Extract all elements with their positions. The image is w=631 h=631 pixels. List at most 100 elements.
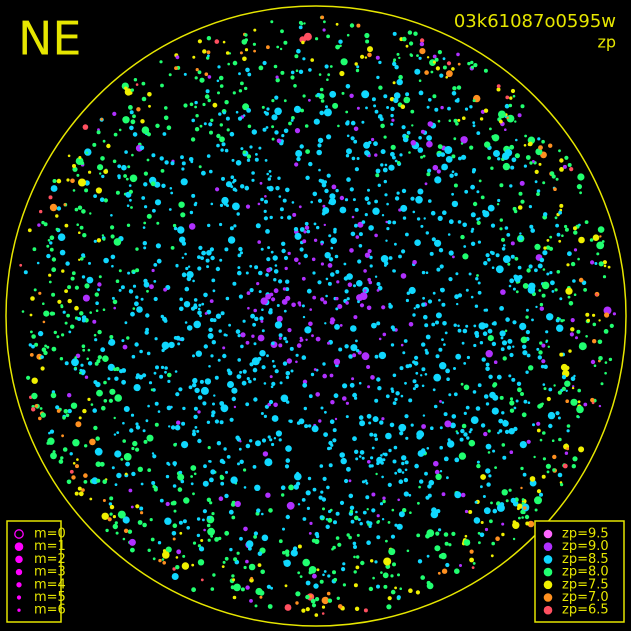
- star: [289, 419, 293, 424]
- star: [285, 375, 290, 380]
- star: [159, 60, 163, 64]
- star: [598, 404, 602, 408]
- star: [492, 508, 498, 514]
- star: [266, 584, 271, 589]
- star: [327, 517, 333, 523]
- star: [332, 570, 336, 575]
- star: [396, 191, 400, 195]
- star: [303, 253, 308, 259]
- star: [448, 543, 452, 547]
- star: [365, 106, 368, 110]
- star: [483, 394, 489, 399]
- star: [64, 321, 68, 325]
- star: [392, 81, 396, 85]
- star: [147, 404, 150, 408]
- star: [504, 149, 513, 157]
- star: [142, 226, 146, 229]
- star: [95, 187, 102, 194]
- star: [478, 322, 486, 330]
- star: [489, 519, 493, 524]
- star: [564, 155, 569, 160]
- star: [243, 526, 248, 532]
- star: [185, 266, 189, 271]
- star: [284, 549, 290, 554]
- star: [380, 123, 385, 129]
- star: [135, 83, 139, 86]
- star: [77, 205, 83, 210]
- star: [296, 343, 302, 348]
- star: [500, 289, 506, 295]
- star: [487, 257, 491, 262]
- star: [157, 541, 162, 545]
- star: [139, 349, 143, 354]
- star: [570, 318, 575, 323]
- star: [324, 410, 327, 414]
- star: [297, 503, 301, 506]
- star: [338, 347, 343, 352]
- star: [315, 37, 319, 41]
- star: [376, 514, 380, 518]
- star: [375, 168, 381, 174]
- star: [604, 371, 607, 375]
- zp-swatch: [543, 555, 553, 564]
- star: [237, 266, 241, 270]
- star: [302, 315, 306, 319]
- star: [397, 498, 401, 502]
- star: [206, 250, 212, 256]
- star: [478, 541, 481, 545]
- star: [502, 255, 511, 264]
- star: [99, 197, 105, 202]
- star: [240, 81, 244, 86]
- star: [324, 322, 327, 325]
- star: [536, 347, 540, 351]
- star: [405, 92, 410, 97]
- star: [191, 587, 197, 593]
- star: [227, 381, 234, 388]
- star: [379, 117, 384, 122]
- star: [368, 421, 372, 425]
- star: [521, 516, 524, 519]
- star: [109, 504, 115, 510]
- star: [321, 497, 327, 502]
- star: [409, 53, 413, 57]
- star: [424, 70, 429, 75]
- star: [378, 337, 382, 341]
- star: [208, 122, 213, 127]
- star: [336, 280, 340, 284]
- star: [62, 416, 66, 420]
- star: [446, 377, 450, 382]
- star: [137, 466, 143, 472]
- star: [327, 341, 330, 345]
- star: [181, 161, 186, 166]
- star: [122, 116, 130, 124]
- star: [210, 469, 216, 475]
- star: [101, 512, 109, 520]
- star: [135, 425, 141, 430]
- star: [405, 232, 409, 237]
- star: [175, 264, 179, 268]
- star: [316, 225, 320, 230]
- star: [447, 440, 455, 448]
- star: [94, 361, 99, 366]
- star: [65, 261, 70, 266]
- star: [299, 247, 304, 252]
- star: [79, 371, 82, 375]
- star: [298, 20, 303, 25]
- star: [564, 224, 568, 229]
- star: [406, 549, 410, 553]
- star: [420, 575, 426, 580]
- star: [570, 398, 578, 406]
- star: [446, 70, 453, 78]
- star: [480, 521, 484, 524]
- star: [210, 354, 214, 358]
- star: [463, 539, 471, 546]
- star: [499, 119, 503, 124]
- star: [330, 272, 335, 277]
- star: [324, 252, 331, 259]
- star: [374, 437, 378, 441]
- star: [244, 86, 248, 91]
- star: [274, 264, 278, 267]
- star: [132, 440, 138, 447]
- star: [301, 40, 305, 45]
- star: [295, 601, 299, 605]
